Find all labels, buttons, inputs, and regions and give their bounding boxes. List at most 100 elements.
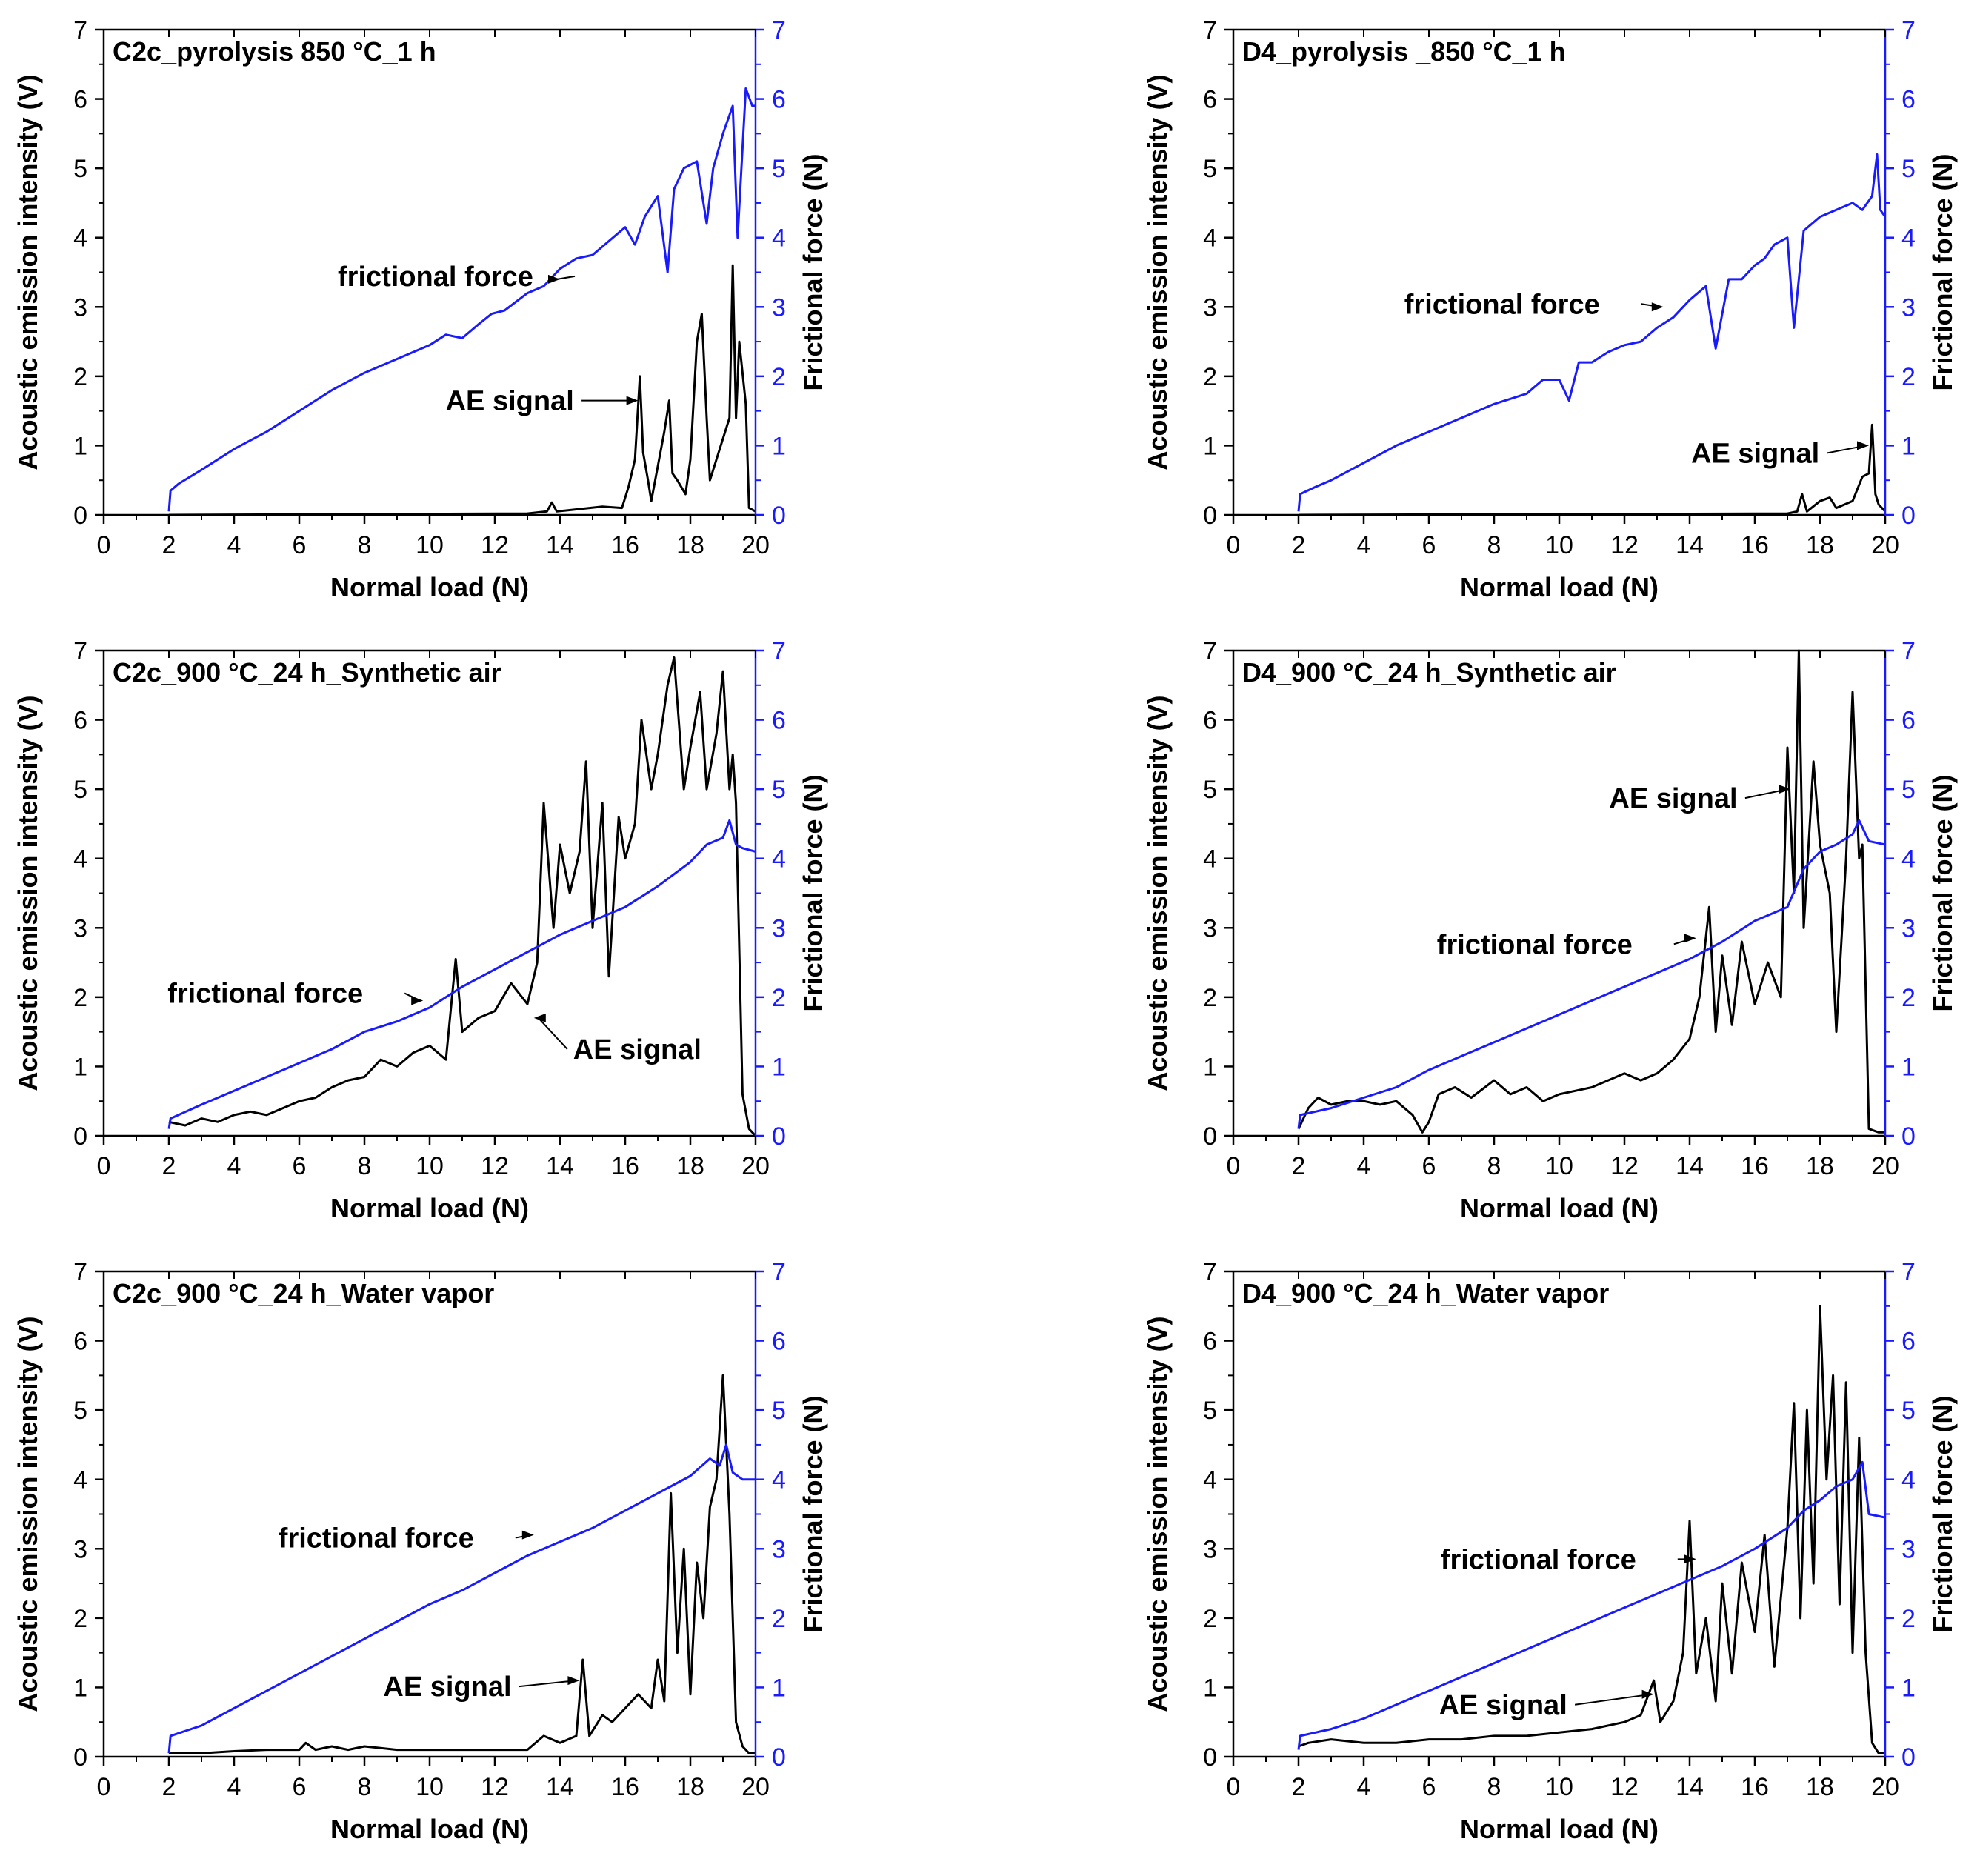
- x-tick-label: 16: [1741, 531, 1769, 559]
- y-right-tick-label: 3: [772, 914, 786, 942]
- y-right-tick-label: 3: [772, 1535, 786, 1563]
- y-tick-label: 4: [73, 1466, 87, 1494]
- annotation-arrow-head: [548, 274, 560, 284]
- x-tick-label: 10: [1545, 531, 1573, 559]
- x-tick-label: 4: [227, 531, 241, 559]
- y-right-axis-title: Frictional force (N): [798, 1395, 828, 1632]
- y-tick-label: 7: [73, 1258, 87, 1286]
- y-right-tick-label: 3: [772, 293, 786, 322]
- ae-signal-line: [1298, 1305, 1885, 1754]
- annotation-arrow-head: [411, 996, 424, 1005]
- y-tick-label: 1: [73, 432, 87, 460]
- y-right-tick-label: 6: [1901, 1328, 1916, 1356]
- chart-panel-2: 0 2 4 6 8 10 12 14 16 18 200 01 12 23 34 45 56 67 7Normal …: [1142, 16, 1958, 602]
- y-right-tick-label: 6: [1901, 707, 1916, 735]
- annotation-label: AE signal: [1691, 438, 1819, 469]
- x-axis-title: Normal load (N): [1460, 1193, 1659, 1223]
- annotation-label: frictional force: [1441, 1544, 1636, 1575]
- y-right-tick-label: 6: [772, 1328, 786, 1356]
- y-right-tick-label: 2: [1901, 1605, 1916, 1633]
- y-tick-label: 3: [73, 1535, 87, 1563]
- y-tick-label: 4: [1203, 845, 1217, 874]
- x-tick-label: 18: [1806, 1773, 1834, 1801]
- y-axis-title: Acoustic emission intensity (V): [1142, 74, 1173, 470]
- x-tick-label: 6: [1422, 1773, 1436, 1801]
- x-tick-label: 6: [293, 1773, 307, 1801]
- y-tick-label: 5: [73, 776, 87, 804]
- x-tick-label: 12: [1610, 1773, 1639, 1801]
- y-right-tick-label: 0: [772, 502, 786, 530]
- ae-signal-line: [168, 656, 757, 1137]
- y-right-tick-label: 7: [1901, 16, 1916, 44]
- annotation-arrow-head: [626, 396, 639, 405]
- y-tick-label: 7: [1203, 1258, 1217, 1286]
- y-axis-title: Acoustic emission intensity (V): [13, 74, 43, 470]
- y-axis-title: Acoustic emission intensity (V): [13, 695, 43, 1091]
- panel-title: C2c_900 °C_24 h_Synthetic air: [113, 657, 501, 688]
- x-tick-label: 2: [162, 1152, 176, 1180]
- x-tick-label: 2: [162, 531, 176, 559]
- ae-signal-line: [1298, 423, 1887, 516]
- x-tick-label: 16: [1741, 1152, 1769, 1180]
- annotation-arrow-head: [533, 1013, 546, 1022]
- y-tick-label: 1: [1203, 1674, 1217, 1702]
- annotation-arrow-line: [519, 1680, 577, 1688]
- y-right-tick-label: 5: [772, 1397, 786, 1425]
- x-tick-label: 16: [611, 531, 639, 559]
- y-tick-label: 4: [73, 845, 87, 874]
- y-right-tick-label: 3: [1901, 1535, 1916, 1563]
- annotation-label: frictional force: [1437, 929, 1633, 960]
- x-tick-label: 0: [97, 531, 111, 559]
- y-right-tick-label: 2: [772, 1605, 786, 1633]
- y-right-tick-label: 5: [1901, 1397, 1916, 1425]
- y-tick-label: 5: [73, 1397, 87, 1425]
- y-right-tick-label: 4: [1901, 1466, 1916, 1494]
- y-tick-label: 2: [1203, 984, 1217, 1012]
- y-tick-label: 2: [73, 363, 87, 391]
- y-tick-label: 6: [73, 707, 87, 735]
- chart-panel-1: 0 2 4 6 8 10 12 14 16 18 200 01 12 23 34 45 56 67 7Normal …: [13, 16, 828, 602]
- frictional-force-line: [1297, 153, 1887, 512]
- x-tick-label: 8: [1487, 531, 1501, 559]
- x-tick-label: 20: [741, 531, 770, 559]
- y-tick-label: 4: [1203, 224, 1217, 253]
- y-tick-label: 3: [1203, 914, 1217, 942]
- x-tick-label: 20: [741, 1773, 770, 1801]
- x-tick-label: 10: [416, 1773, 444, 1801]
- y-tick-label: 6: [73, 86, 87, 114]
- annotation-arrow-head: [521, 1530, 534, 1540]
- x-tick-label: 4: [227, 1773, 241, 1801]
- y-right-tick-label: 1: [772, 1053, 786, 1081]
- y-right-tick-label: 0: [1901, 1122, 1916, 1151]
- y-tick-label: 3: [73, 914, 87, 942]
- y-right-tick-label: 1: [1901, 1674, 1916, 1702]
- chart-panel-6: 0 2 4 6 8 10 12 14 16 18 200 01 12 23 34 45 56 67 7Normal …: [1142, 1258, 1958, 1844]
- x-axis-title: Normal load (N): [1460, 1814, 1659, 1844]
- y-right-tick-label: 1: [772, 1674, 786, 1702]
- x-tick-label: 6: [1422, 1152, 1436, 1180]
- x-tick-label: 2: [1292, 1773, 1306, 1801]
- y-right-tick-label: 5: [1901, 155, 1916, 183]
- y-right-tick-label: 7: [772, 1258, 786, 1286]
- annotation-label: AE signal: [383, 1672, 511, 1703]
- y-tick-label: 0: [1203, 502, 1217, 530]
- y-right-tick-label: 0: [1901, 1743, 1916, 1772]
- y-right-tick-label: 3: [1901, 914, 1916, 942]
- y-right-tick-label: 7: [1901, 637, 1916, 665]
- x-tick-label: 10: [1545, 1152, 1573, 1180]
- y-tick-label: 7: [73, 16, 87, 44]
- annotation-arrow-head: [567, 1676, 580, 1686]
- y-right-axis-title: Frictional force (N): [798, 774, 828, 1011]
- x-tick-label: 14: [1676, 1152, 1704, 1180]
- y-right-tick-label: 5: [772, 776, 786, 804]
- y-right-tick-label: 7: [772, 16, 786, 44]
- ae-signal-line: [169, 1374, 756, 1754]
- annotation-arrow-head: [1684, 1554, 1696, 1564]
- y-tick-label: 0: [73, 502, 87, 530]
- y-right-tick-label: 0: [772, 1743, 786, 1772]
- y-tick-label: 7: [73, 637, 87, 665]
- y-tick-label: 4: [73, 224, 87, 253]
- y-right-axis-title: Frictional force (N): [1927, 774, 1958, 1011]
- x-tick-label: 16: [611, 1152, 639, 1180]
